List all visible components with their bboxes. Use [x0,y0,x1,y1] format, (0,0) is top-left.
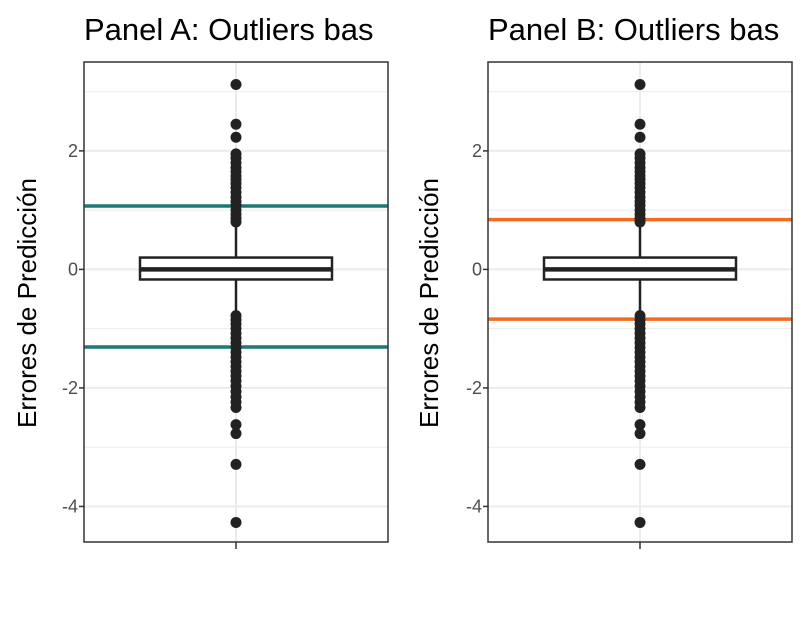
outlier-point [634,131,646,143]
outlier-point [634,516,646,528]
outlier-point [230,118,242,130]
outlier-point [230,79,242,91]
y-tick-label: 2 [472,141,482,161]
outlier-point [230,516,242,528]
panel-b-frame [487,61,793,543]
panel-a-y-axis-label: Errores de Predicción [12,178,42,428]
y-tick-label: -2 [466,378,482,398]
outlier-point [230,401,242,413]
outlier-point [230,419,242,431]
panel-b: Panel B: Outliers bas Errores de Predicc… [414,12,793,549]
panel-b-outliers [634,79,646,528]
outlier-point [230,428,242,440]
outlier-point [634,118,646,130]
outlier-point [634,419,646,431]
outlier-point [634,79,646,91]
outlier-point [634,401,646,413]
panel-a-boxplot [138,225,334,313]
outlier-point [230,131,242,143]
panel-b-y-axis: -4 -2 0 2 [466,141,641,549]
y-tick-label: 2 [68,141,78,161]
outlier-point [230,458,242,470]
outlier-point [634,216,646,228]
y-tick-label: -4 [466,496,482,516]
panel-b-title: Panel B: Outliers bas [488,12,779,47]
panel-b-y-axis-label: Errores de Predicción [414,178,444,428]
y-tick-label: 0 [472,259,482,279]
outlier-point [634,458,646,470]
panel-a-y-axis: -4 -2 0 2 [62,141,237,549]
y-tick-label: -4 [62,496,78,516]
panel-a: Panel A: Outliers bas Errores de Predicc… [12,12,389,549]
y-tick-label: -2 [62,378,78,398]
panel-a-outliers [230,79,242,528]
outlier-point [230,216,242,228]
outlier-point [634,428,646,440]
y-tick-label: 0 [68,259,78,279]
panel-b-boxplot [542,225,738,313]
panel-a-title: Panel A: Outliers bas [84,12,374,47]
panel-a-frame [83,61,389,543]
